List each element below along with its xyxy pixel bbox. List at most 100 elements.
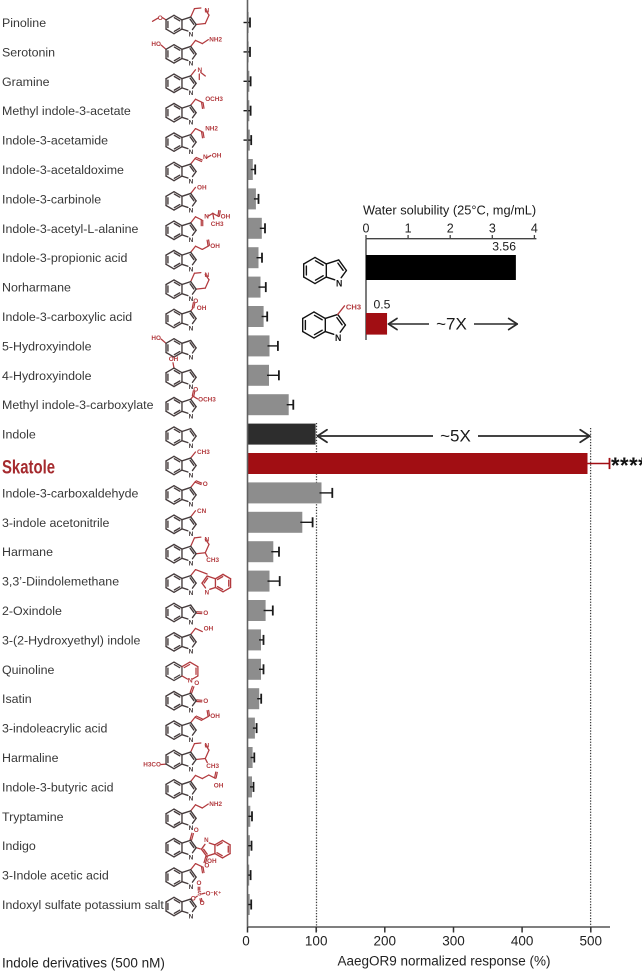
svg-text:O: O	[193, 298, 198, 305]
svg-text:N: N	[336, 278, 342, 288]
svg-text:Serotonin: Serotonin	[2, 45, 55, 59]
svg-text:S: S	[197, 891, 202, 898]
svg-text:O: O	[197, 880, 202, 887]
svg-text:O: O	[191, 895, 196, 902]
svg-text:100: 100	[305, 934, 328, 949]
svg-text:Indole-3-carboxylic acid: Indole-3-carboxylic acid	[2, 310, 132, 324]
svg-text:Indole-3-acetaldoxime: Indole-3-acetaldoxime	[2, 163, 124, 177]
svg-text:N: N	[189, 325, 194, 332]
svg-text:N: N	[189, 149, 194, 156]
svg-text:0: 0	[363, 222, 370, 236]
svg-text:~7X: ~7X	[436, 315, 467, 334]
svg-text:Norharmane: Norharmane	[2, 281, 71, 295]
svg-text:N: N	[189, 414, 194, 421]
svg-text:CN: CN	[197, 508, 207, 515]
svg-text:Harmane: Harmane	[2, 545, 53, 559]
svg-text:Indoxyl sulfate potassium salt: Indoxyl sulfate potassium salt	[2, 898, 164, 912]
svg-text:3.56: 3.56	[492, 240, 516, 254]
svg-text:OH: OH	[221, 214, 231, 221]
svg-text:N: N	[188, 678, 193, 685]
svg-text:N: N	[203, 154, 208, 161]
svg-text:Methyl indole-3-acetate: Methyl indole-3-acetate	[2, 104, 131, 118]
svg-text:N: N	[189, 531, 194, 538]
svg-text:2-Oxindole: 2-Oxindole	[2, 604, 62, 618]
svg-text:Pinoline: Pinoline	[2, 16, 46, 30]
svg-text:O: O	[203, 610, 208, 617]
svg-text:N: N	[189, 120, 194, 127]
svg-text:4: 4	[531, 222, 538, 236]
svg-text:HO: HO	[151, 335, 161, 342]
svg-text:O: O	[193, 386, 198, 393]
svg-text:O: O	[194, 680, 199, 687]
svg-text:OH: OH	[169, 356, 179, 363]
svg-text:Water solubility (25°C, mg/mL): Water solubility (25°C, mg/mL)	[363, 203, 536, 218]
svg-text:CH3: CH3	[197, 449, 210, 456]
svg-text:5-Hydroxyindole: 5-Hydroxyindole	[2, 339, 92, 353]
svg-text:****: ****	[611, 453, 642, 478]
svg-text:O: O	[194, 827, 199, 834]
svg-text:OH: OH	[214, 782, 224, 789]
svg-text:200: 200	[374, 934, 397, 949]
svg-text:Indole: Indole	[2, 428, 36, 442]
svg-text:Indole derivatives (500 nM): Indole derivatives (500 nM)	[2, 956, 165, 971]
svg-text:N: N	[205, 590, 210, 597]
svg-text:Indole-3-butyric acid: Indole-3-butyric acid	[2, 780, 114, 794]
svg-text:Isatin: Isatin	[2, 692, 32, 706]
svg-text:O: O	[158, 15, 163, 22]
svg-text:0.5: 0.5	[374, 298, 391, 312]
svg-text:N: N	[189, 737, 194, 744]
svg-text:N: N	[189, 443, 194, 450]
svg-text:3-indoleacrylic acid: 3-indoleacrylic acid	[2, 722, 107, 736]
svg-text:N: N	[189, 649, 194, 656]
svg-text:N: N	[335, 333, 341, 343]
svg-text:N: N	[204, 272, 209, 279]
svg-text:Indole-3-propionic acid: Indole-3-propionic acid	[2, 251, 127, 265]
svg-text:CH3: CH3	[211, 221, 224, 228]
svg-text:CH3: CH3	[346, 303, 361, 312]
svg-text:300: 300	[442, 934, 465, 949]
svg-text:N: N	[189, 208, 194, 215]
svg-text:OH: OH	[212, 153, 222, 160]
svg-text:N: N	[198, 67, 203, 74]
svg-text:400: 400	[511, 934, 534, 949]
svg-text:N: N	[189, 825, 194, 832]
svg-text:500: 500	[580, 934, 603, 949]
svg-text:N: N	[189, 296, 194, 303]
svg-text:3-Indole acetic acid: 3-Indole acetic acid	[2, 869, 109, 883]
svg-text:OCH3: OCH3	[198, 396, 216, 403]
svg-text:N: N	[189, 384, 194, 391]
svg-text:H3CO: H3CO	[143, 762, 161, 769]
svg-text:Skatole: Skatole	[2, 457, 55, 478]
svg-text:~5X: ~5X	[440, 427, 471, 446]
svg-text:N: N	[204, 7, 209, 14]
svg-text:N: N	[204, 537, 209, 544]
svg-text:N: N	[189, 178, 194, 185]
svg-text:NH2: NH2	[209, 37, 222, 44]
svg-text:Tryptamine: Tryptamine	[2, 810, 64, 824]
svg-text:OH: OH	[210, 243, 220, 250]
svg-text:O: O	[204, 863, 209, 870]
svg-text:2: 2	[447, 222, 454, 236]
svg-text:N: N	[204, 742, 209, 749]
svg-text:N: N	[189, 472, 194, 479]
svg-text:N: N	[189, 355, 194, 362]
svg-text:HO: HO	[151, 41, 161, 48]
svg-text:3-(2-Hydroxyethyl) indole: 3-(2-Hydroxyethyl) indole	[2, 633, 141, 647]
svg-text:OCH3: OCH3	[205, 96, 223, 103]
svg-text:OH: OH	[204, 625, 214, 632]
svg-text:3-indole acetonitrile: 3-indole acetonitrile	[2, 516, 110, 530]
svg-text:N: N	[189, 708, 194, 715]
svg-text:N: N	[189, 502, 194, 509]
svg-text:N: N	[189, 590, 194, 597]
svg-text:O: O	[203, 481, 208, 488]
svg-text:O⁻K⁺: O⁻K⁺	[206, 890, 222, 897]
svg-text:N: N	[189, 561, 194, 568]
svg-text:N: N	[189, 766, 194, 773]
svg-text:Gramine: Gramine	[2, 75, 50, 89]
svg-text:N: N	[189, 619, 194, 626]
svg-text:AaegOR9 normalized response (%: AaegOR9 normalized response (%)	[337, 954, 550, 969]
svg-text:N: N	[204, 214, 209, 221]
svg-text:3: 3	[489, 222, 496, 236]
svg-text:0: 0	[242, 934, 250, 949]
svg-text:OH: OH	[197, 305, 207, 312]
